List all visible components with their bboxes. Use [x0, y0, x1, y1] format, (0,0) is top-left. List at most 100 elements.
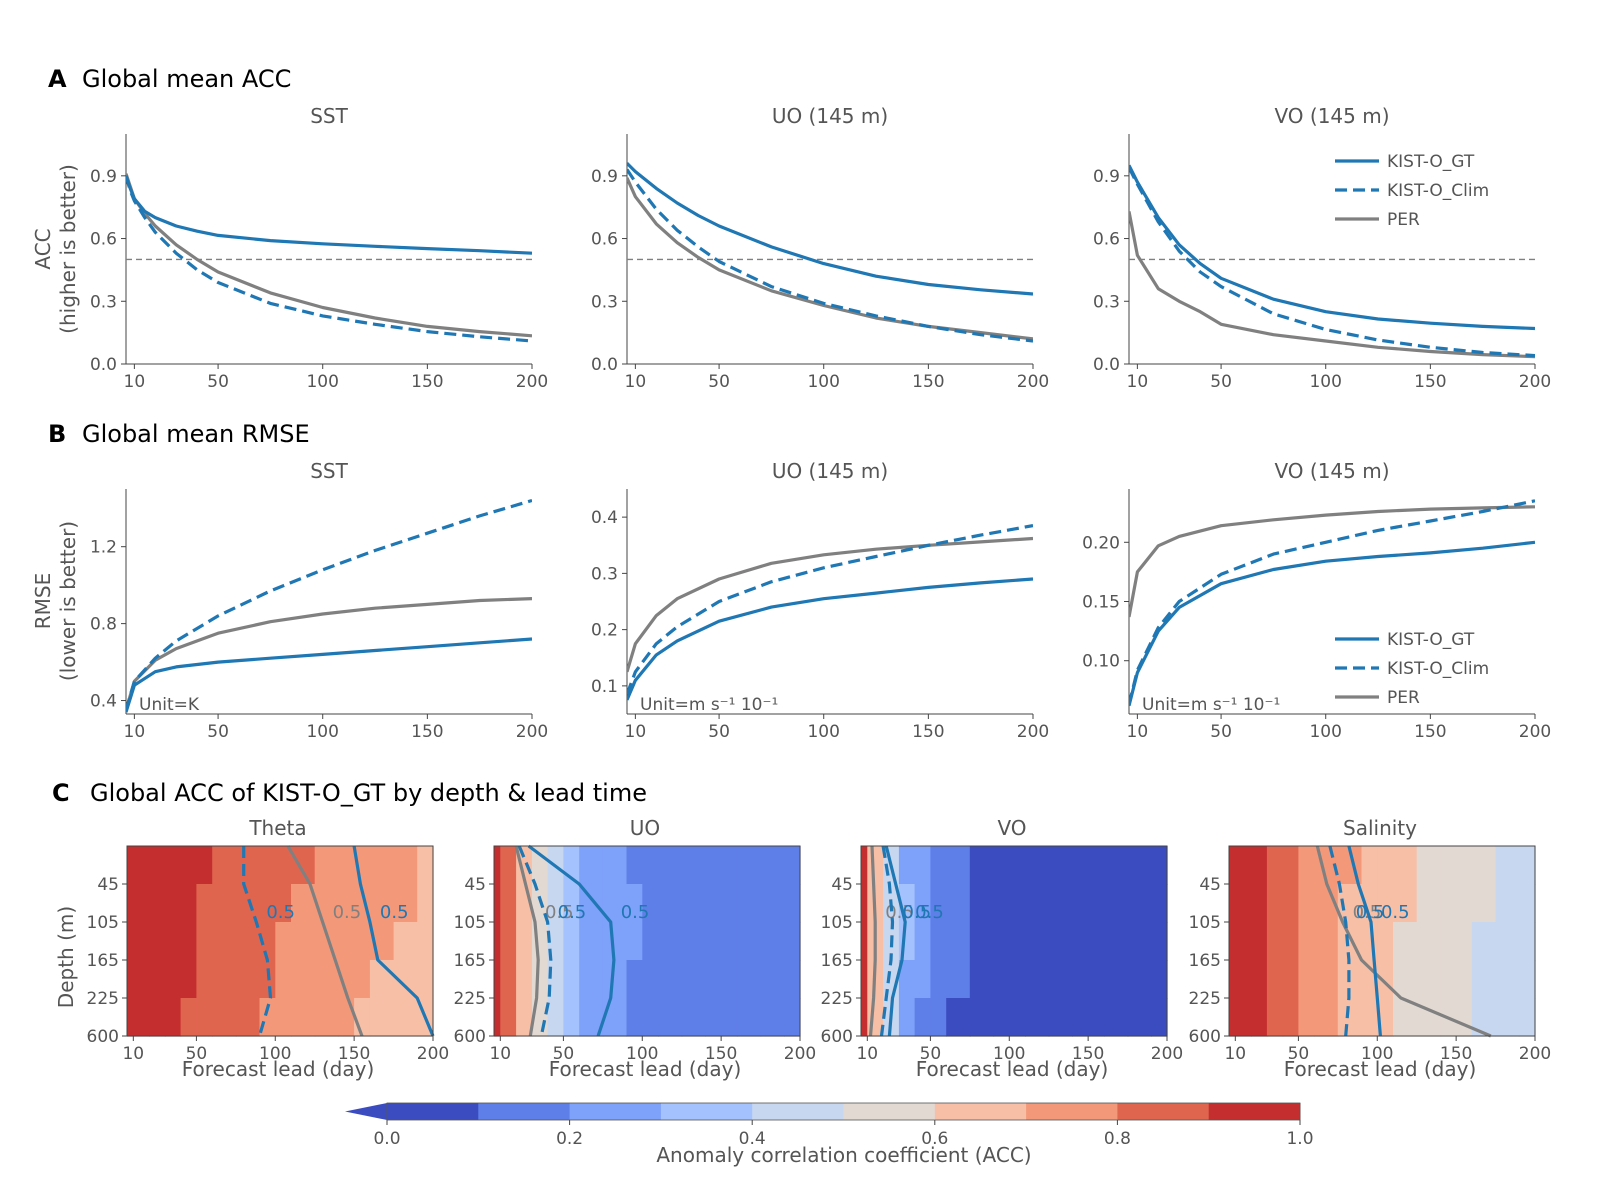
heatmap-cell: [259, 846, 276, 885]
heatmap-cell: [626, 998, 643, 1037]
heatmap-cell: [1456, 846, 1473, 885]
heatmap-cell: [494, 884, 501, 923]
subplot-title: VO: [997, 816, 1026, 840]
x-tick-label: 10: [122, 1044, 144, 1064]
heatmap-cell: [861, 960, 868, 999]
heatmap-cell: [1251, 922, 1268, 961]
heatmap-cell: [969, 922, 995, 961]
heatmap-cell: [1282, 960, 1299, 999]
heatmap-cell: [993, 998, 1010, 1037]
x-tick-label: 200: [784, 1044, 816, 1064]
heatmap-cell: [946, 922, 971, 961]
plot-acc-vo: VO (145 m) 10 50 100 150 200 0.0 0.3 0.6 0.9 KIST…: [1093, 104, 1551, 392]
heatmap-cell: [1440, 960, 1457, 999]
colorbar-tick-label: 0.2: [556, 1129, 583, 1149]
x-tick-label: 100: [1361, 1044, 1393, 1064]
y-tick-label: 600: [87, 1027, 119, 1047]
y-tick-label: 45: [831, 875, 853, 895]
heatmap-cell: [1025, 998, 1050, 1037]
heatmap-cell: [930, 960, 947, 999]
y-tick-label: 0.3: [591, 292, 618, 312]
y-tick-label: 225: [87, 989, 119, 1009]
heatmap-cell: [626, 846, 643, 885]
heatmap-cell: [946, 884, 971, 923]
colorbar-frame: [386, 1102, 1301, 1121]
contour-0.5-gt: [1347, 845, 1382, 1037]
heatmap-cell: [393, 846, 418, 885]
heatmap-cell: [291, 998, 316, 1037]
colorbar-segment: [569, 1103, 662, 1120]
heatmap-cell: [626, 960, 643, 999]
x-tick-label: 200: [1519, 372, 1551, 392]
y-tick-label: 1.2: [90, 538, 117, 558]
x-tick-label: 150: [705, 1044, 737, 1064]
heatmap-cell: [180, 998, 197, 1037]
subplot-title: SST: [310, 459, 348, 483]
heatmap-cell: [235, 960, 261, 999]
heatmap-cell: [149, 884, 166, 923]
x-tick-label: 150: [411, 372, 443, 392]
heatmap-cell: [993, 960, 1010, 999]
heatmap-cell: [1519, 960, 1536, 999]
x-axis-label: Forecast lead (day): [1284, 1057, 1477, 1081]
heatmap-cell: [1298, 998, 1315, 1037]
heatmap-cell: [338, 960, 355, 999]
heatmap-cell: [547, 922, 564, 961]
heatmap-cell: [275, 884, 292, 923]
x-tick-label: 150: [912, 722, 944, 742]
legend-entry: KIST-O_GT: [1387, 630, 1475, 650]
heatmap-cell: [1151, 846, 1168, 885]
heatmap-cell: [1235, 922, 1252, 961]
heatmap-cell: [563, 922, 580, 961]
heatmap-cell: [314, 960, 339, 999]
heatmap-cell: [1393, 846, 1418, 885]
heatmap-cell: [946, 960, 971, 999]
heatmap-cell: [1440, 884, 1457, 923]
panel-b-letter: B: [48, 420, 66, 448]
y-tick-label: 600: [821, 1027, 853, 1047]
heatmap-cell: [784, 922, 801, 961]
heatmap-cell: [1009, 884, 1026, 923]
heatmap-cell: [642, 846, 659, 885]
heatmap-cell: [314, 922, 339, 961]
heatmap-cell: [681, 998, 706, 1037]
panel-c-title: Global ACC of KIST-O_GT by depth & lead …: [90, 779, 647, 807]
heatmap-cell: [930, 884, 947, 923]
y-tick-label: 0.4: [591, 508, 618, 528]
x-tick-label: 200: [1519, 1044, 1551, 1064]
heatmap-cell: [417, 922, 434, 961]
heatmap-cell: [993, 884, 1010, 923]
heatmap-cell: [149, 998, 166, 1037]
subplot-title: SST: [310, 104, 348, 128]
x-tick-label: 10: [856, 1044, 878, 1064]
x-tick-label: 200: [1151, 1044, 1183, 1064]
contour-0.5-clim: [879, 845, 895, 1037]
series-line-kist-o-clim: [627, 524, 1033, 695]
heatmap-cell: [1103, 998, 1129, 1037]
heatmap-cell: [1393, 922, 1418, 961]
x-tick-label: 10: [1127, 722, 1149, 742]
heatmap-cell: [338, 998, 355, 1037]
heatmap-cell: [736, 846, 762, 885]
heatmap-cell: [1266, 960, 1284, 999]
heatmap-cell: [1440, 846, 1457, 885]
heatmap-cell: [500, 922, 517, 961]
heatmap-cell: [658, 960, 683, 999]
heatmap-cell: [563, 884, 580, 923]
heatmap-cell: [1314, 960, 1339, 999]
heatmap-cell: [1282, 922, 1299, 961]
heatmap-cell: [736, 960, 762, 999]
heatmap-cell: [369, 846, 395, 885]
series-line-per: [1129, 505, 1535, 618]
heatmap-cell: [681, 960, 706, 999]
contour-label: 0.5: [915, 902, 944, 923]
heatmap-cell: [149, 922, 166, 961]
series-line-kist-o-gt: [126, 637, 532, 713]
heatmap-cell: [1235, 884, 1252, 923]
panel-c-letter: C: [52, 779, 70, 807]
heatmap-cell: [393, 884, 418, 923]
heatmap-cell: [1416, 846, 1441, 885]
heatmap-cell: [354, 922, 371, 961]
heatmap-cell: [1009, 846, 1026, 885]
heatmap-cell: [914, 846, 931, 885]
